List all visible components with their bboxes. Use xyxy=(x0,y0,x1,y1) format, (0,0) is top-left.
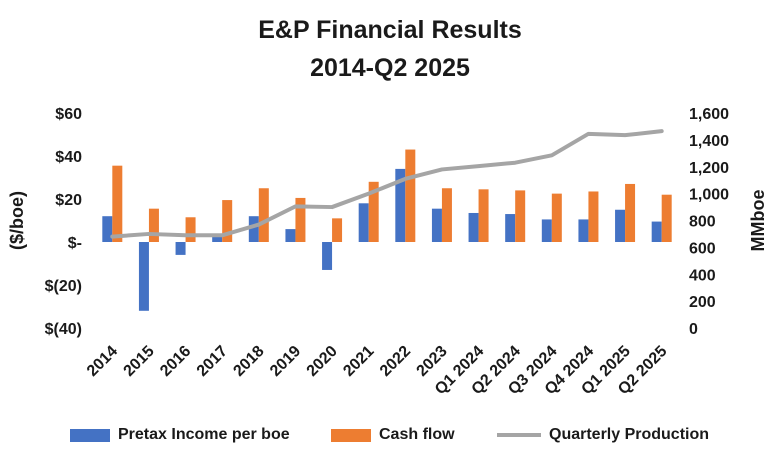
y2-tick-label: 600 xyxy=(689,240,716,257)
bar-pretax-income xyxy=(615,209,626,242)
y-tick-label: $60 xyxy=(55,106,82,123)
y-axis-title: ($/boe) xyxy=(7,191,27,250)
bar-cash-flow xyxy=(588,191,599,242)
x-tick-label: 2016 xyxy=(157,343,194,380)
legend-swatch-cashflow xyxy=(331,428,371,442)
y2-axis-title: MMboe xyxy=(748,190,768,252)
legend-label-cashflow: Cash flow xyxy=(379,426,455,443)
bar-pretax-income xyxy=(285,229,296,242)
bar-pretax-income xyxy=(541,219,552,242)
bar-pretax-income xyxy=(322,242,333,270)
bar-cash-flow xyxy=(478,189,489,242)
bar-cash-flow xyxy=(258,188,269,242)
bar-pretax-income xyxy=(468,212,479,242)
bar-cash-flow xyxy=(441,188,452,242)
legend-swatch-production xyxy=(497,433,541,437)
y2-tick-label: 1,000 xyxy=(689,187,729,204)
bar-cash-flow xyxy=(661,194,672,242)
legend-swatch-pretax xyxy=(70,428,110,442)
y2-tick-label: 200 xyxy=(689,294,716,311)
legend-item-pretax: Pretax Income per boe xyxy=(70,426,290,444)
chart-legend: Pretax Income per boe Cash flow Quarterl… xyxy=(0,426,780,450)
y-tick-label: $- xyxy=(68,235,82,252)
x-tick-label: 2018 xyxy=(230,343,267,380)
y2-tick-label: 1,200 xyxy=(689,160,729,177)
chart-title-line-2: 2014-Q2 2025 xyxy=(310,54,470,82)
bar-pretax-income xyxy=(248,216,259,242)
y-tick-label: $(20) xyxy=(45,278,82,295)
x-tick-label: 2019 xyxy=(267,343,304,380)
bar-cash-flow xyxy=(222,200,233,242)
bar-pretax-income xyxy=(138,242,149,311)
chart-title-line-1: E&P Financial Results xyxy=(258,16,522,44)
x-tick-label: 2014 xyxy=(84,343,121,380)
bar-cash-flow xyxy=(515,190,526,242)
bar-pretax-income xyxy=(212,235,223,242)
y-tick-label: $20 xyxy=(55,192,82,209)
x-tick-label: 2022 xyxy=(377,343,414,380)
y-tick-label: $40 xyxy=(55,149,82,166)
bar-pretax-income xyxy=(395,168,406,242)
bar-cash-flow xyxy=(625,183,636,242)
y2-tick-label: 0 xyxy=(689,321,698,338)
legend-item-cashflow: Cash flow xyxy=(331,426,455,444)
y2-tick-label: 1,600 xyxy=(689,106,729,123)
bar-pretax-income xyxy=(102,216,113,242)
y-tick-label: $(40) xyxy=(45,321,82,338)
bar-pretax-income xyxy=(175,242,186,255)
y2-tick-label: 400 xyxy=(689,267,716,284)
legend-label-pretax: Pretax Income per boe xyxy=(118,426,290,443)
bar-cash-flow xyxy=(148,208,159,242)
bar-cash-flow xyxy=(112,165,123,242)
y2-tick-label: 800 xyxy=(689,214,716,231)
bar-pretax-income xyxy=(578,219,589,242)
bar-cash-flow xyxy=(185,217,196,242)
bar-cash-flow xyxy=(405,149,416,242)
legend-item-production: Quarterly Production xyxy=(497,426,709,444)
line-quarterly-production xyxy=(110,129,664,239)
chart-plot: $60 $40 $20 $- $(20) $(40) 1,600 1,400 1,200 1,00… xyxy=(7,106,768,398)
x-tick-label: 2020 xyxy=(304,343,341,380)
x-tick-label: 2015 xyxy=(121,343,158,380)
bar-cash-flow xyxy=(332,218,343,242)
bar-pretax-income xyxy=(358,203,369,242)
bar-pretax-income xyxy=(651,221,662,242)
bar-cash-flow xyxy=(295,197,306,242)
x-tick-label: 2017 xyxy=(194,343,231,380)
legend-label-production: Quarterly Production xyxy=(549,426,710,443)
bar-cash-flow xyxy=(551,193,562,242)
bar-pretax-income xyxy=(431,208,442,242)
bar-pretax-income xyxy=(505,214,516,242)
x-tick-label: 2021 xyxy=(340,343,377,380)
y2-tick-label: 1,400 xyxy=(689,133,729,150)
bar-cash-flow xyxy=(368,181,379,242)
